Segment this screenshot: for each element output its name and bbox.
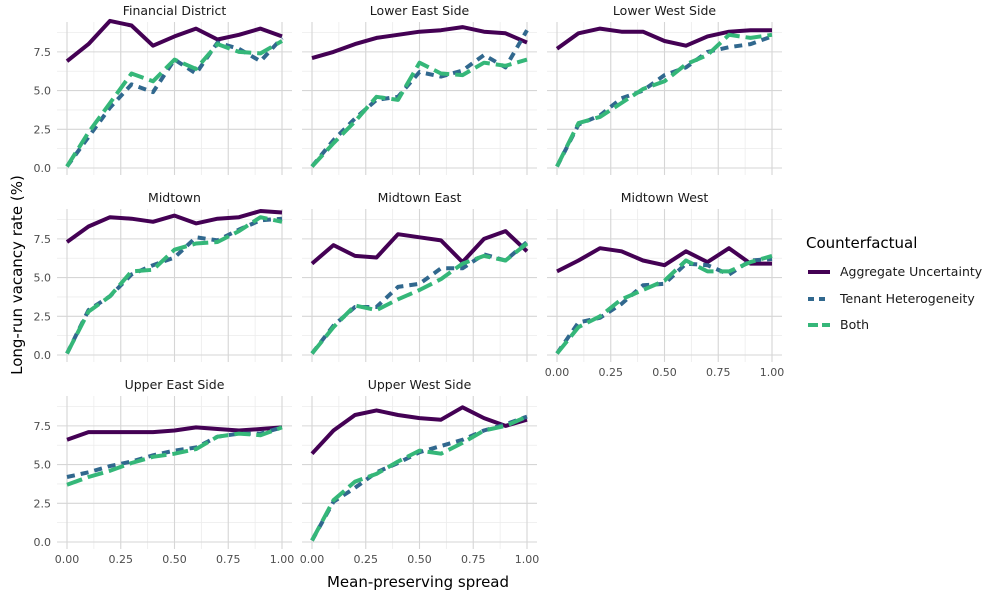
series-line-both bbox=[555, 253, 773, 355]
y-tick-label: 7.5 bbox=[34, 46, 52, 59]
y-tick-label: 7.5 bbox=[34, 420, 52, 433]
series-line-both bbox=[65, 39, 283, 168]
x-tick-label: 0.25 bbox=[599, 366, 624, 379]
x-tick-label: 0.00 bbox=[545, 366, 570, 379]
series-line-aggregate-uncertainty bbox=[66, 425, 283, 442]
facet-panel: Midtown 0.0 2.5 5.0 7.5 bbox=[34, 190, 292, 362]
legend-title: Counterfactual bbox=[806, 234, 917, 252]
x-axis-title: Mean-preserving spread bbox=[327, 573, 509, 591]
y-tick-label: 5.0 bbox=[34, 85, 52, 98]
x-tick-label: 0.75 bbox=[216, 553, 241, 566]
x-tick-label: 0.50 bbox=[162, 553, 187, 566]
chart-panels: Financial District 0.0 2.5 5.0 7.5 Lower East… bbox=[34, 3, 785, 566]
legend-label: Aggregate Uncertainty bbox=[840, 264, 983, 279]
facet-title: Midtown bbox=[148, 190, 201, 205]
facet-title: Upper West Side bbox=[368, 377, 472, 392]
facet-panel: Upper West Side 0.00 0.25 0.50 0.75 1.00 bbox=[300, 377, 540, 566]
series-line-tenant-heterogeneity bbox=[65, 36, 284, 168]
legend-label: Both bbox=[840, 317, 869, 332]
series-line-tenant-heterogeneity bbox=[310, 240, 529, 355]
facet-panel: Midtown West 0.00 0.25 0.50 0.75 1.00 bbox=[545, 190, 785, 379]
facet-panel: Midtown East bbox=[302, 190, 537, 362]
legend: Counterfactual Aggregate Uncertainty Tena… bbox=[806, 234, 983, 332]
facet-panel: Lower West Side bbox=[547, 3, 782, 175]
x-tick-label: 0.25 bbox=[109, 553, 134, 566]
x-tick-label: 0.75 bbox=[461, 553, 486, 566]
series-line-aggregate-uncertainty bbox=[310, 229, 529, 266]
series-line-both bbox=[555, 32, 773, 168]
x-tick-label: 0.50 bbox=[652, 366, 677, 379]
series-line-aggregate-uncertainty bbox=[65, 209, 283, 244]
series-line-aggregate-uncertainty bbox=[556, 246, 772, 274]
x-tick-label: 0.00 bbox=[300, 553, 325, 566]
facet-panel: Lower East Side bbox=[302, 3, 537, 175]
y-tick-label: 0.0 bbox=[34, 162, 52, 175]
series-line-both bbox=[310, 414, 528, 542]
facet-title: Upper East Side bbox=[125, 377, 225, 392]
series-line-aggregate-uncertainty bbox=[310, 405, 528, 456]
series-line-both bbox=[310, 241, 529, 355]
series-line-aggregate-uncertainty bbox=[65, 18, 283, 63]
y-tick-label: 0.0 bbox=[34, 536, 52, 549]
series-line-both bbox=[66, 425, 283, 487]
y-tick-label: 5.0 bbox=[34, 272, 52, 285]
y-tick-label: 7.5 bbox=[34, 233, 52, 246]
series-line-aggregate-uncertainty bbox=[311, 25, 528, 61]
x-tick-label: 1.00 bbox=[760, 366, 785, 379]
x-tick-label: 0.25 bbox=[354, 553, 379, 566]
series-line-both bbox=[65, 215, 283, 355]
series-line-aggregate-uncertainty bbox=[555, 26, 772, 51]
x-tick-label: 1.00 bbox=[270, 553, 295, 566]
y-tick-label: 2.5 bbox=[34, 497, 52, 510]
series-line-tenant-heterogeneity bbox=[310, 29, 529, 168]
y-tick-label: 2.5 bbox=[34, 123, 52, 136]
legend-label: Tenant Heterogeneity bbox=[839, 291, 975, 306]
facet-title: Financial District bbox=[123, 3, 227, 18]
facet-title: Midtown West bbox=[621, 190, 709, 205]
series-line-tenant-heterogeneity bbox=[555, 34, 773, 168]
facet-title: Midtown East bbox=[378, 190, 462, 205]
x-tick-label: 1.00 bbox=[515, 553, 540, 566]
facet-title: Lower East Side bbox=[370, 3, 470, 18]
x-tick-label: 0.50 bbox=[407, 553, 432, 566]
facet-panel: Financial District 0.0 2.5 5.0 7.5 bbox=[34, 3, 292, 175]
facet-title: Lower West Side bbox=[613, 3, 716, 18]
series-line-both bbox=[310, 57, 528, 168]
y-tick-label: 0.0 bbox=[34, 349, 52, 362]
y-axis-title: Long-run vacancy rate (%) bbox=[8, 175, 26, 375]
y-tick-label: 2.5 bbox=[34, 310, 52, 323]
x-tick-label: 0.00 bbox=[55, 553, 80, 566]
x-tick-label: 0.75 bbox=[706, 366, 731, 379]
facet-panel: Upper East Side 0.0 2.5 5.0 7.5 0.00 0.25 0.50 0… bbox=[34, 377, 295, 566]
y-tick-label: 5.0 bbox=[34, 459, 52, 472]
